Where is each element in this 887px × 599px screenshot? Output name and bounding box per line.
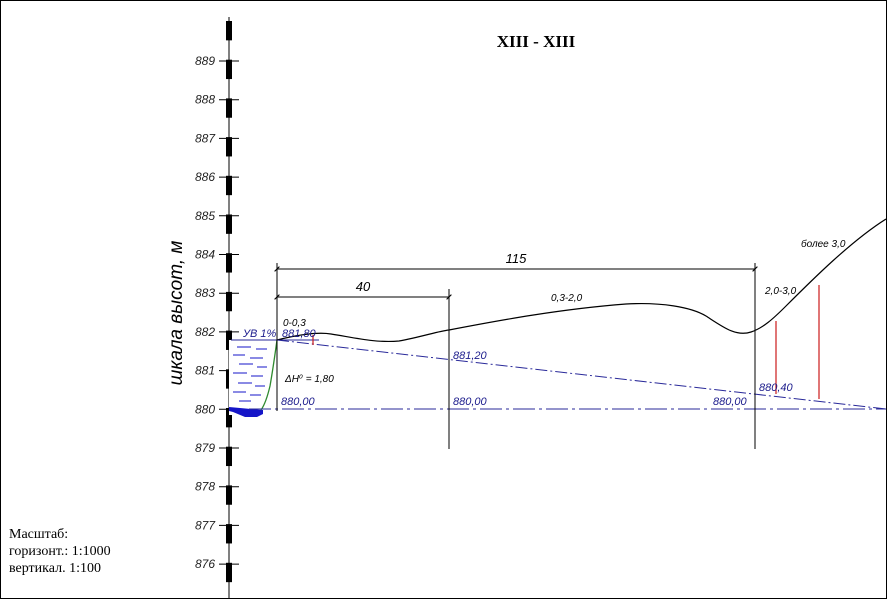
axis-label: шкала высот, м: [166, 241, 187, 386]
elevation-tick-label: 884: [195, 248, 215, 262]
ruler-block: [226, 291, 232, 312]
ruler-block: [226, 485, 232, 505]
ground-profile: [276, 218, 886, 343]
level-base-left: 880,00: [281, 396, 316, 408]
elevation-tick-label: 878: [195, 480, 215, 494]
water-level-label: УВ 1%: [242, 328, 277, 340]
depth-delta: ΔH⁰ = 1,80: [284, 374, 334, 385]
ruler-block: [226, 21, 232, 41]
dimension-total: 115: [506, 251, 527, 266]
elevation-ticks: 889 888 887 886 885 884 883 882 881 880 879 878 877 8…: [195, 54, 239, 571]
section-title: XIII - XIII: [497, 32, 576, 51]
scale-vertical: вертикал. 1:100: [9, 561, 101, 576]
dimension-partial: 40: [356, 279, 371, 294]
elevation-tick-label: 882: [195, 325, 215, 339]
ruler-block: [226, 175, 232, 196]
level-sloped-right: 880,40: [759, 382, 794, 394]
elevation-tick-label: 881: [195, 364, 215, 378]
ruler-block: [226, 253, 232, 273]
water-hatching: [233, 346, 267, 402]
elevation-tick-label: 885: [195, 209, 215, 223]
elevation-tick-label: 879: [195, 441, 215, 455]
ruler-block: [226, 562, 232, 583]
elevation-tick-label: 887: [195, 131, 216, 145]
level-base-right: 880,00: [713, 396, 748, 408]
ruler-block: [226, 137, 232, 157]
ruler-block: [226, 408, 232, 428]
elevation-tick-label: 889: [195, 54, 215, 68]
ruler-block: [226, 214, 232, 234]
level-base-mid: 880,00: [453, 396, 488, 408]
depth-zone-2: 0,3-2,0: [551, 293, 583, 304]
scale-horizontal: горизонт.: 1:1000: [9, 544, 111, 559]
water-area: [229, 340, 277, 415]
depth-zone-3: 2,0-3,0: [764, 286, 797, 297]
elevation-tick-label: 877: [195, 518, 216, 532]
depth-zone-4: более 3,0: [801, 238, 846, 250]
level-sloped-mid: 881,20: [453, 350, 488, 362]
ruler-block: [226, 524, 232, 544]
elevation-tick-label: 883: [195, 286, 215, 300]
elevation-tick-label: 888: [195, 93, 215, 107]
elevation-tick-label: 876: [195, 557, 215, 571]
ruler-block: [226, 98, 232, 118]
ruler-block: [226, 446, 232, 467]
sloped-level-line: [276, 339, 886, 410]
elevation-tick-label: 886: [195, 170, 215, 184]
depth-zone-1: 0-0,3: [283, 318, 306, 329]
elevation-tick-label: 880: [195, 402, 215, 416]
water-level-value: 881,80: [282, 328, 317, 340]
elevation-ruler: [226, 21, 232, 583]
ruler-block: [226, 59, 232, 80]
scale-heading: Масштаб:: [9, 527, 69, 542]
scale-note: Масштаб: горизонт.: 1:1000 вертикал. 1:1…: [9, 526, 111, 577]
bank-line: [260, 339, 278, 411]
